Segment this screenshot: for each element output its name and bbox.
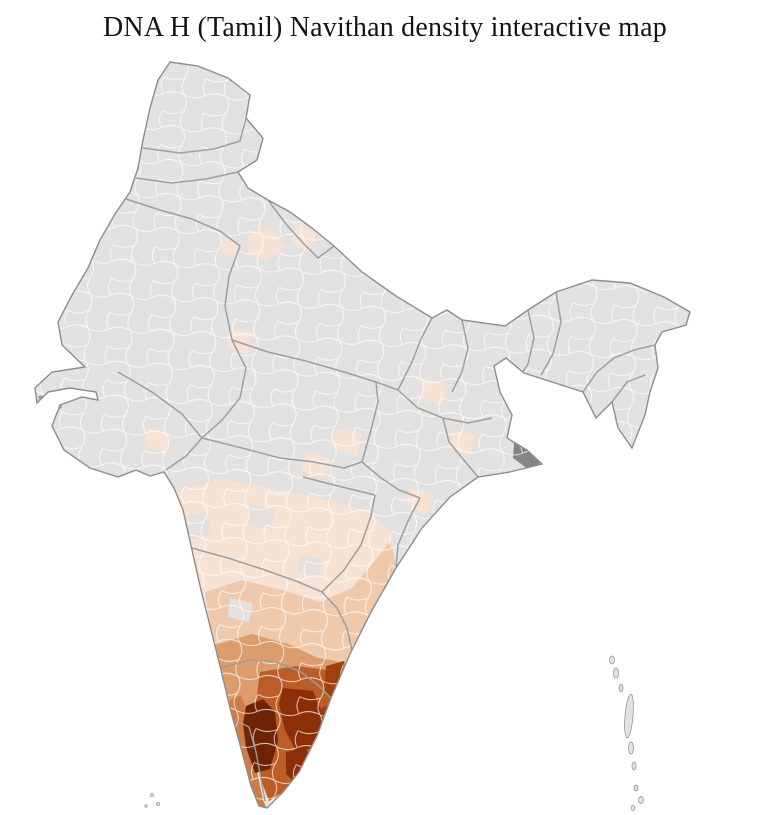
islands[interactable] <box>144 655 644 811</box>
island-andaman-2[interactable] <box>613 667 619 679</box>
page-title: DNA H (Tamil) Navithan density interacti… <box>103 12 667 43</box>
island-lakshadweep-3[interactable] <box>144 804 148 808</box>
island-nicobar-2[interactable] <box>638 796 644 804</box>
island-andaman-3[interactable] <box>618 683 624 693</box>
island-andaman-1[interactable] <box>609 655 615 665</box>
state-borders <box>117 117 656 802</box>
island-nicobar-1[interactable] <box>633 784 639 792</box>
island-nicobar-3[interactable] <box>630 805 636 811</box>
island-lakshadweep-2[interactable] <box>156 802 160 806</box>
island-andaman-4[interactable] <box>628 741 634 755</box>
island-andaman-5[interactable] <box>631 761 637 771</box>
island-andaman-main[interactable] <box>623 693 635 739</box>
island-lakshadweep-1[interactable] <box>150 793 154 797</box>
